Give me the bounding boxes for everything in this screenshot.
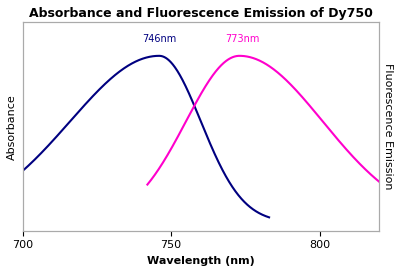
Text: 773nm: 773nm — [225, 34, 260, 44]
Text: 746nm: 746nm — [142, 34, 176, 44]
X-axis label: Wavelength (nm): Wavelength (nm) — [147, 256, 255, 266]
Y-axis label: Fluorescence Emission: Fluorescence Emission — [383, 63, 393, 190]
Title: Absorbance and Fluorescence Emission of Dy750: Absorbance and Fluorescence Emission of … — [29, 7, 373, 20]
Y-axis label: Absorbance: Absorbance — [7, 94, 17, 159]
